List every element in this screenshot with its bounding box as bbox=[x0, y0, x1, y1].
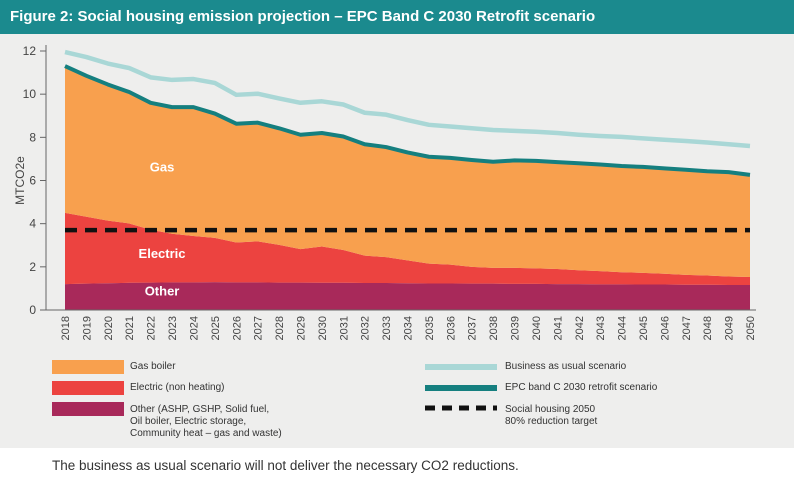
y-tick-label: 4 bbox=[29, 217, 36, 231]
x-tick-label: 2031 bbox=[338, 316, 350, 340]
x-tick-label: 2022 bbox=[146, 316, 158, 340]
footer-note: The business as usual scenario will not … bbox=[52, 458, 519, 473]
area-label-other: Other bbox=[145, 284, 180, 299]
x-tick-label: 2021 bbox=[124, 316, 136, 340]
y-tick-label: 10 bbox=[23, 87, 37, 101]
x-tick-label: 2030 bbox=[317, 316, 329, 340]
legend-label-target-line1: Social housing 2050 bbox=[505, 404, 596, 415]
legend-label-gas: Gas boiler bbox=[130, 361, 176, 372]
x-tick-label: 2047 bbox=[681, 316, 693, 340]
y-tick-label: 0 bbox=[29, 303, 36, 317]
legend-swatch-electric bbox=[52, 381, 124, 395]
x-tick-label: 2032 bbox=[360, 316, 372, 340]
y-tick-label: 6 bbox=[29, 174, 36, 188]
x-tick-label: 2020 bbox=[103, 316, 115, 340]
x-tick-label: 2023 bbox=[167, 316, 179, 340]
x-tick-label: 2029 bbox=[295, 316, 307, 340]
x-tick-label: 2034 bbox=[403, 316, 415, 340]
chart-title: Figure 2: Social housing emission projec… bbox=[10, 8, 596, 25]
x-tick-label: 2040 bbox=[531, 316, 543, 340]
x-tick-label: 2045 bbox=[638, 316, 650, 340]
legend-swatch-other bbox=[52, 402, 124, 416]
legend-swatch-retrofit bbox=[425, 385, 497, 391]
legend-label-bau: Business as usual scenario bbox=[505, 361, 627, 372]
area-label-gas: Gas bbox=[150, 160, 175, 175]
x-tick-label: 2041 bbox=[552, 316, 564, 340]
legend-label-target: Social housing 2050 80% reduction target bbox=[505, 404, 597, 428]
x-tick-label: 2026 bbox=[231, 316, 243, 340]
legend-label-other-line2: Oil boiler, Electric storage, bbox=[130, 416, 247, 427]
x-tick-label: 2033 bbox=[381, 316, 393, 340]
x-tick-label: 2044 bbox=[617, 316, 629, 340]
legend-label-electric: Electric (non heating) bbox=[130, 382, 225, 393]
legend-swatch-gas bbox=[52, 360, 124, 374]
y-tick-label: 2 bbox=[29, 260, 36, 274]
x-tick-label: 2027 bbox=[253, 316, 265, 340]
x-tick-label: 2050 bbox=[745, 316, 757, 340]
x-tick-label: 2042 bbox=[574, 316, 586, 340]
x-tick-label: 2048 bbox=[702, 316, 714, 340]
label-layer: Gas Electric Other bbox=[139, 160, 186, 299]
area-other bbox=[65, 282, 750, 310]
line-layer bbox=[64, 49, 751, 233]
legend-label-retrofit: EPC band C 2030 retrofit scenario bbox=[505, 382, 658, 393]
line-bau bbox=[64, 49, 751, 149]
x-tick-label: 2024 bbox=[188, 316, 200, 340]
area-chart: Gas Electric Other 0 2 4 6 8 10 12 MTCO2e 2018 2019… bbox=[13, 44, 757, 340]
legend-swatch-bau bbox=[425, 364, 497, 370]
legend-swatch-target bbox=[425, 405, 497, 411]
y-tick-label: 8 bbox=[29, 130, 36, 144]
area-electric bbox=[65, 212, 750, 285]
legend-label-target-line2: 80% reduction target bbox=[505, 416, 598, 427]
area-gas bbox=[65, 66, 750, 277]
x-tick-label: 2046 bbox=[659, 316, 671, 340]
x-tick-label: 2019 bbox=[81, 316, 93, 340]
x-tick-label: 2039 bbox=[510, 316, 522, 340]
x-tick-label: 2037 bbox=[467, 316, 479, 340]
area-label-electric: Electric bbox=[139, 246, 186, 261]
x-tick-label: 2035 bbox=[424, 316, 436, 340]
legend-label-other-line1: Other (ASHP, GSHP, Solid fuel, bbox=[130, 404, 270, 415]
legend-label-other-line3: Community heat – gas and waste) bbox=[130, 428, 282, 439]
x-tick-label: 2036 bbox=[445, 316, 457, 340]
x-tick-label: 2025 bbox=[210, 316, 222, 340]
y-axis-title: MTCO2e bbox=[13, 156, 27, 205]
x-tick-label: 2043 bbox=[595, 316, 607, 340]
x-tick-label: 2018 bbox=[60, 316, 72, 340]
x-tick-label: 2028 bbox=[274, 316, 286, 340]
area-layer bbox=[65, 66, 750, 310]
axis-layer: 0 2 4 6 8 10 12 MTCO2e 2018 2019 2020 2021 2022 2023 2… bbox=[13, 44, 757, 340]
line-retrofit bbox=[64, 64, 751, 177]
x-tick-label: 2049 bbox=[724, 316, 736, 340]
y-tick-label: 12 bbox=[23, 44, 37, 58]
chart-header: Figure 2: Social housing emission projec… bbox=[0, 0, 794, 34]
x-tick-label: 2038 bbox=[488, 316, 500, 340]
legend-label-other: Other (ASHP, GSHP, Solid fuel, Oil boile… bbox=[130, 404, 282, 440]
